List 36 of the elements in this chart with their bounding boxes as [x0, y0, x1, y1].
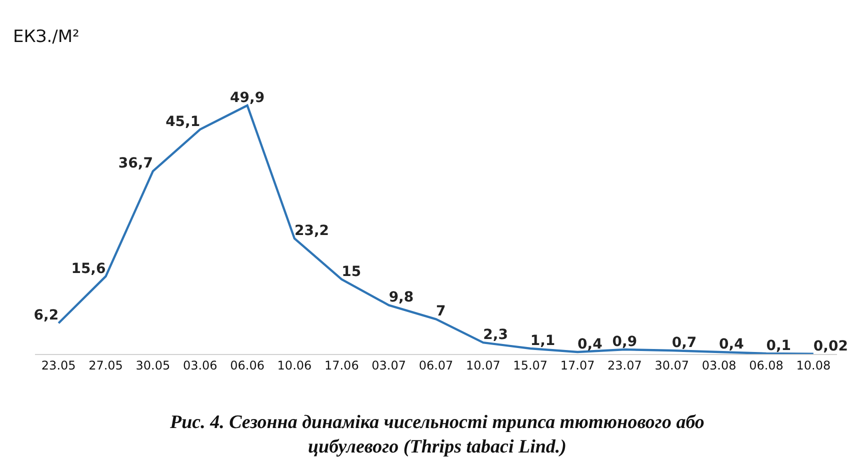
x-tick-label: 10.08 [796, 358, 831, 372]
x-tick-label: 03.06 [182, 358, 218, 372]
x-tick-label: 23.05 [41, 358, 76, 372]
data-label: 36,7 [118, 156, 153, 172]
data-label: 15 [342, 264, 362, 280]
data-label: 0,9 [612, 334, 638, 350]
data-label: 0,4 [719, 336, 744, 353]
x-tick-label: 06.06 [230, 358, 264, 372]
data-label: 23,2 [294, 222, 330, 239]
x-tick-label: 17.06 [324, 358, 359, 372]
x-tick-label: 06.08 [749, 358, 784, 372]
x-tick-label: 10.07 [466, 358, 500, 372]
text: Рис. 4. Сезонна динаміка чисельності трипса тютюнового або цибулевого (Thrips tabaci Lind.) [169, 412, 704, 458]
data-label: 0,4 [578, 336, 603, 353]
x-tick-label: 30.05 [136, 358, 170, 372]
x-tick-label: 23.07 [608, 358, 642, 372]
data-label: 0,02 [813, 338, 848, 354]
data-label: 0,7 [672, 335, 697, 352]
data-label: 45,1 [166, 114, 200, 130]
x-tick-label: 10.06 [277, 358, 312, 372]
data-label: 9,8 [388, 290, 414, 306]
data-label: 7 [436, 304, 446, 320]
data-label: 6,2 [34, 308, 59, 324]
x-tick-label: 15.07 [513, 358, 548, 372]
x-tick-label: 03.07 [372, 358, 406, 372]
x-tick-label: 03.08 [702, 358, 736, 372]
x-tick-label: 27.05 [88, 358, 123, 372]
data-label: 2,3 [483, 327, 508, 344]
data-label: 1,1 [530, 333, 556, 350]
data-label: 49,9 [230, 90, 265, 106]
data-label: 15,6 [71, 260, 106, 277]
x-tick-label: 06.07 [418, 358, 454, 372]
y-axis-title: ЕКЗ./М² [13, 27, 80, 47]
data-label: 0,1 [766, 338, 792, 354]
x-tick-label: 30.07 [654, 358, 690, 372]
x-tick-label: 17.07 [560, 358, 595, 372]
